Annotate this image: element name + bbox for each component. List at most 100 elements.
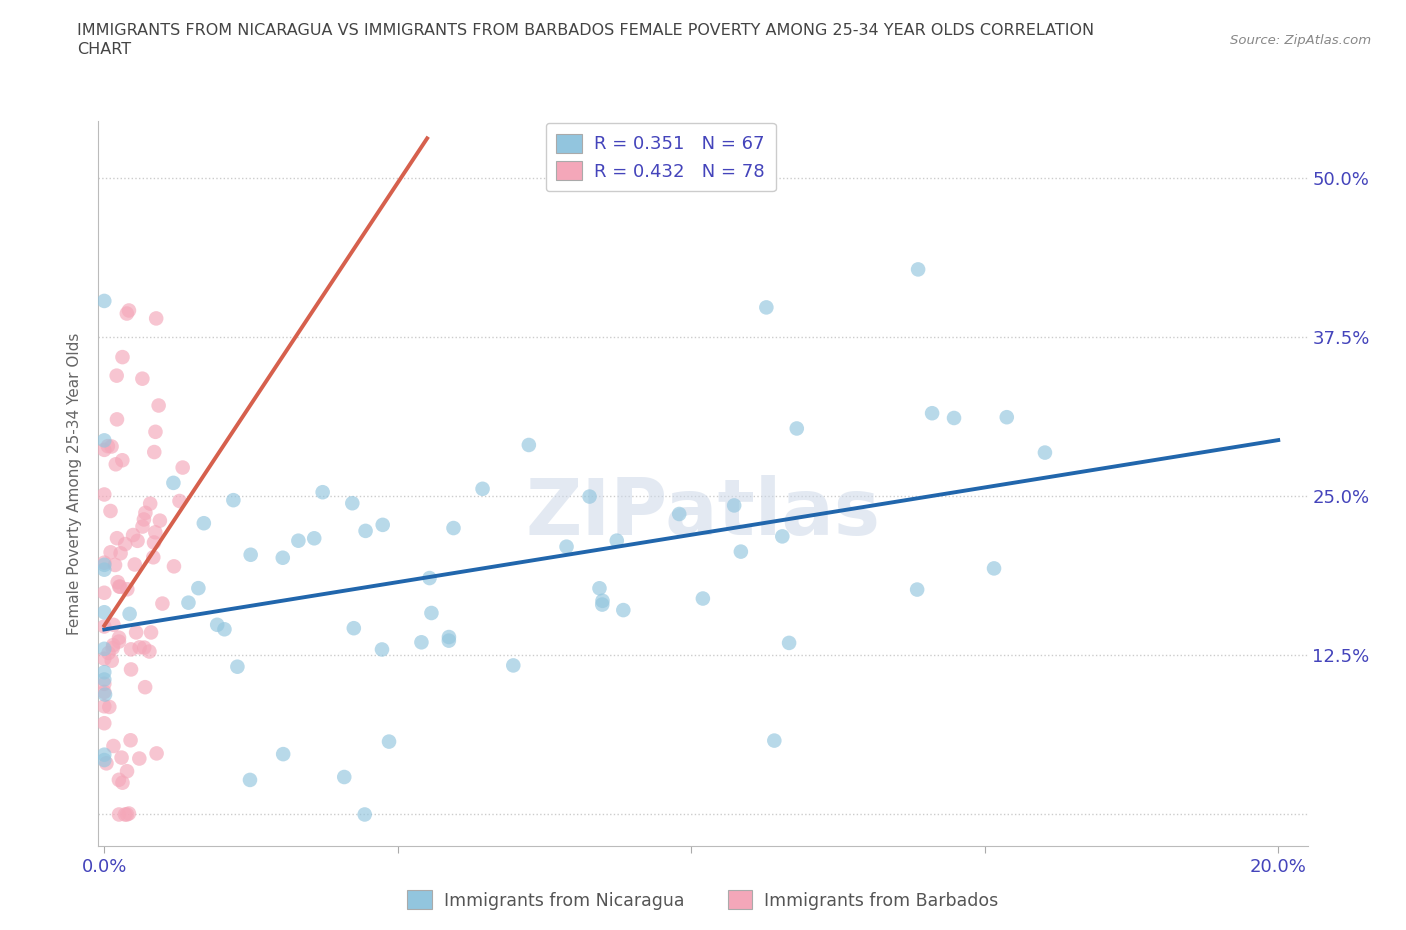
Point	[139, 497, 162, 512]
Point	[148, 398, 170, 413]
Legend: R = 0.351   N = 67, R = 0.432   N = 78: R = 0.351 N = 67, R = 0.432 N = 78	[546, 123, 776, 192]
Point	[105, 412, 128, 427]
Point	[419, 571, 441, 586]
Legend: Immigrants from Nicaragua, Immigrants from Barbados: Immigrants from Nicaragua, Immigrants fr…	[401, 884, 1005, 917]
Point	[311, 485, 333, 499]
Point	[226, 659, 249, 674]
Point	[443, 521, 465, 536]
Point	[371, 642, 394, 657]
Point	[118, 606, 141, 621]
Point	[93, 443, 115, 458]
Point	[333, 769, 356, 784]
Text: CHART: CHART	[77, 42, 131, 57]
Point	[905, 582, 928, 597]
Point	[128, 640, 150, 655]
Point	[770, 529, 793, 544]
Point	[93, 698, 115, 713]
Point	[138, 644, 160, 659]
Point	[187, 580, 209, 595]
Point	[471, 482, 494, 497]
Point	[108, 773, 131, 788]
Point	[93, 563, 115, 578]
Point	[108, 807, 131, 822]
Point	[786, 421, 808, 436]
Point	[128, 751, 150, 766]
Point	[668, 507, 690, 522]
Point	[143, 525, 166, 539]
Point	[120, 733, 142, 748]
Point	[97, 439, 120, 454]
Point	[1033, 445, 1056, 460]
Point	[143, 535, 166, 550]
Point	[115, 306, 138, 321]
Point	[125, 625, 148, 640]
Point	[354, 524, 377, 538]
Point	[271, 747, 294, 762]
Point	[93, 676, 115, 691]
Point	[114, 537, 136, 551]
Point	[343, 620, 366, 635]
Point	[100, 545, 122, 560]
Point	[124, 557, 146, 572]
Point	[763, 733, 786, 748]
Point	[104, 557, 127, 572]
Point	[96, 756, 118, 771]
Point	[302, 531, 325, 546]
Point	[105, 368, 128, 383]
Text: IMMIGRANTS FROM NICARAGUA VS IMMIGRANTS FROM BARBADOS FEMALE POVERTY AMONG 25-34: IMMIGRANTS FROM NICARAGUA VS IMMIGRANTS …	[77, 23, 1094, 38]
Point	[730, 544, 752, 559]
Point	[94, 687, 117, 702]
Point	[142, 550, 165, 565]
Point	[437, 633, 460, 648]
Point	[100, 653, 122, 668]
Point	[105, 531, 128, 546]
Point	[93, 684, 115, 699]
Point	[692, 591, 714, 606]
Point	[169, 494, 191, 509]
Point	[287, 533, 309, 548]
Point	[134, 505, 156, 520]
Point	[108, 634, 131, 649]
Point	[93, 747, 115, 762]
Point	[93, 642, 115, 657]
Point	[93, 557, 115, 572]
Point	[117, 582, 139, 597]
Point	[132, 512, 155, 527]
Point	[588, 581, 610, 596]
Point	[591, 597, 613, 612]
Point	[93, 619, 115, 634]
Y-axis label: Female Poverty Among 25-34 Year Olds: Female Poverty Among 25-34 Year Olds	[67, 332, 83, 635]
Point	[97, 645, 120, 660]
Point	[93, 585, 115, 600]
Point	[578, 489, 600, 504]
Point	[122, 527, 145, 542]
Point	[907, 262, 929, 277]
Point	[98, 699, 121, 714]
Point	[107, 575, 129, 590]
Point	[995, 410, 1018, 425]
Point	[100, 503, 122, 518]
Point	[222, 493, 245, 508]
Point	[353, 807, 375, 822]
Point	[93, 672, 115, 687]
Point	[723, 498, 745, 512]
Point	[93, 604, 115, 619]
Point	[93, 294, 115, 309]
Point	[131, 371, 153, 386]
Point	[103, 738, 125, 753]
Point	[342, 496, 364, 511]
Point	[502, 658, 524, 673]
Point	[943, 410, 966, 425]
Point	[177, 595, 200, 610]
Point	[592, 593, 614, 608]
Point	[193, 516, 215, 531]
Point	[93, 716, 115, 731]
Point	[93, 651, 115, 666]
Point	[134, 680, 156, 695]
Point	[108, 579, 131, 594]
Point	[271, 551, 294, 565]
Point	[114, 807, 136, 822]
Point	[214, 622, 236, 637]
Text: Source: ZipAtlas.com: Source: ZipAtlas.com	[1230, 34, 1371, 47]
Point	[110, 546, 132, 561]
